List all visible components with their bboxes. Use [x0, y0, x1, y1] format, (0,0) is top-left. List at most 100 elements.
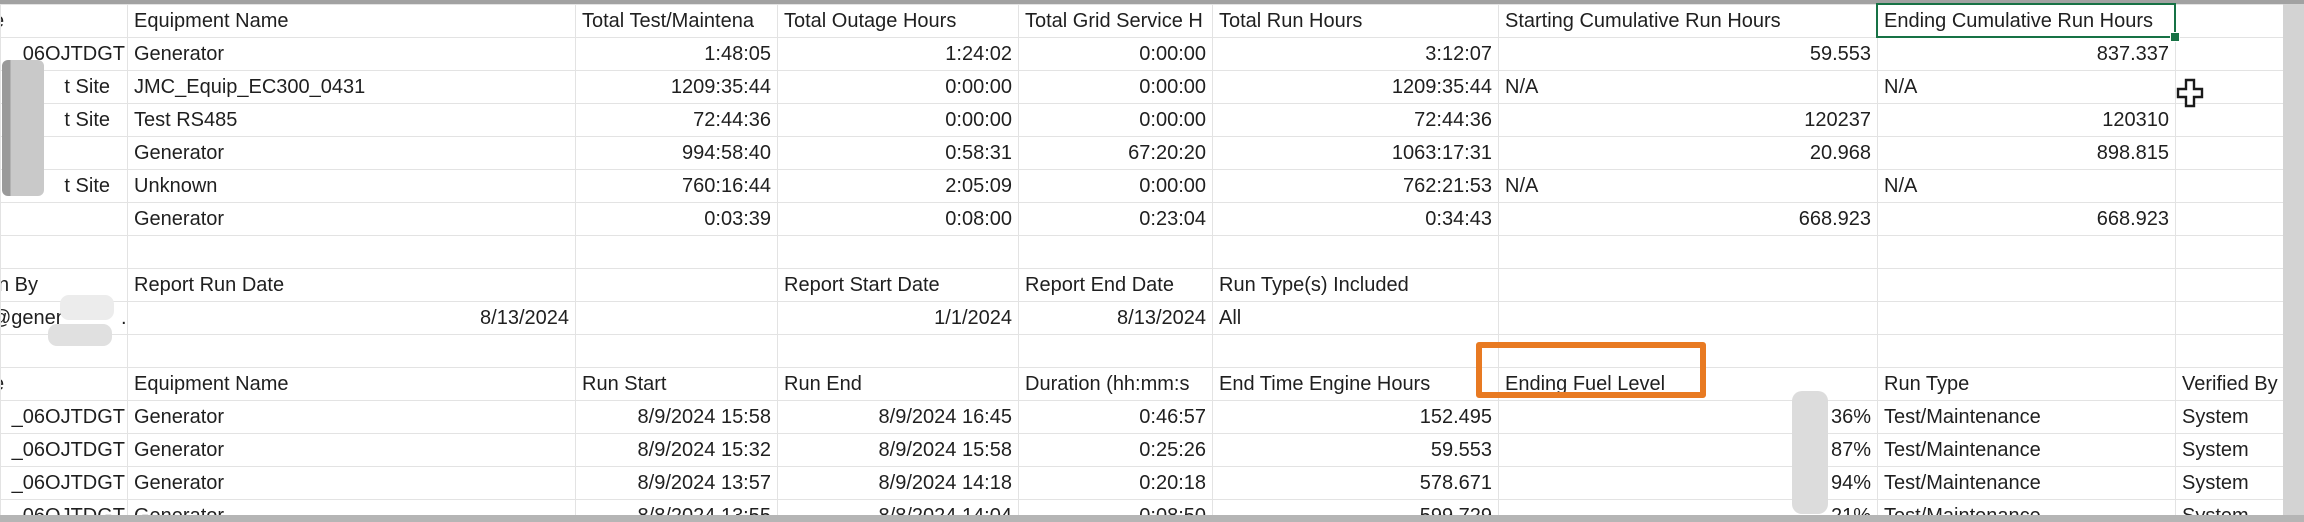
cell-run-hours[interactable]: 762:21:53	[1212, 169, 1499, 203]
report-value-run-types[interactable]: All	[1212, 301, 1499, 335]
cell-verified-by[interactable]: System	[2175, 400, 2284, 434]
cell-starting-cumulative[interactable]: N/A	[1498, 169, 1878, 203]
cell-test-maintenance[interactable]: 994:58:40	[575, 136, 778, 170]
cell-starting-cumulative[interactable]: 59.553	[1498, 37, 1878, 71]
empty-cell[interactable]	[1498, 334, 1878, 368]
cell-grid-service[interactable]: 0:00:00	[1018, 103, 1213, 137]
cell-verified-by[interactable]: System	[2175, 433, 2284, 467]
empty-cell[interactable]	[1498, 268, 1878, 302]
empty-cell[interactable]	[777, 334, 1019, 368]
cell-grid-service[interactable]: 0:00:00	[1018, 70, 1213, 104]
cell-run-start[interactable]: 8/9/2024 13:57	[575, 466, 778, 500]
runs-header-end-engine-hours[interactable]: End Time Engine Hours	[1212, 367, 1499, 401]
empty-cell[interactable]	[0, 235, 128, 269]
cell-grid-service[interactable]: 67:20:20	[1018, 136, 1213, 170]
empty-cell[interactable]	[127, 235, 576, 269]
report-header-end-date[interactable]: Report End Date	[1018, 268, 1213, 302]
cell-duration[interactable]: 0:46:57	[1018, 400, 1213, 434]
report-value-start-date[interactable]: 1/1/2024	[777, 301, 1019, 335]
cell-equipment[interactable]: Generator	[127, 433, 576, 467]
summary-header-test-maintenance[interactable]: Total Test/Maintena	[575, 4, 778, 38]
cell-ending-cumulative[interactable]: 120310	[1877, 103, 2176, 137]
cell-grid-service[interactable]: 0:23:04	[1018, 202, 1213, 236]
cell-equipment[interactable]: Generator	[127, 37, 576, 71]
summary-header-site[interactable]: e	[0, 4, 128, 38]
fill-handle[interactable]	[2170, 32, 2180, 42]
cell-outage[interactable]: 0:00:00	[777, 103, 1019, 137]
cell-outage[interactable]: 0:00:00	[777, 70, 1019, 104]
cell-outage[interactable]: 2:05:09	[777, 169, 1019, 203]
cell-starting-cumulative[interactable]: 120237	[1498, 103, 1878, 137]
empty-cell[interactable]	[1212, 235, 1499, 269]
cell-equipment[interactable]: Generator	[127, 466, 576, 500]
cell-end-engine-hours[interactable]: 152.495	[1212, 400, 1499, 434]
empty-cell[interactable]	[2175, 268, 2284, 302]
empty-cell[interactable]	[1018, 235, 1213, 269]
runs-header-run-type[interactable]: Run Type	[1877, 367, 2176, 401]
runs-header-run-end[interactable]: Run End	[777, 367, 1019, 401]
empty-cell[interactable]	[575, 235, 778, 269]
runs-header-verified-by[interactable]: Verified By	[2175, 367, 2284, 401]
cell-end-engine-hours[interactable]: 578.671	[1212, 466, 1499, 500]
runs-header-duration[interactable]: Duration (hh:mm:s	[1018, 367, 1213, 401]
cell-site[interactable]: _06OJTDGT	[0, 400, 128, 434]
cell-equipment[interactable]: Unknown	[127, 169, 576, 203]
empty-cell[interactable]	[1498, 235, 1878, 269]
empty-cell[interactable]	[777, 235, 1019, 269]
cell-run-end[interactable]: 8/9/2024 16:45	[777, 400, 1019, 434]
cell-equipment[interactable]: Test RS485	[127, 103, 576, 137]
cell-starting-cumulative[interactable]: 668.923	[1498, 202, 1878, 236]
cell-run-hours[interactable]: 3:12:07	[1212, 37, 1499, 71]
summary-header-ending-cumulative-selected[interactable]: Ending Cumulative Run Hours	[1877, 4, 2176, 38]
cell-site[interactable]	[0, 202, 128, 236]
cell-test-maintenance[interactable]: 1209:35:44	[575, 70, 778, 104]
summary-header-run-hours[interactable]: Total Run Hours	[1212, 4, 1499, 38]
report-value-end-date[interactable]: 8/13/2024	[1018, 301, 1213, 335]
cell-duration[interactable]: 0:20:18	[1018, 466, 1213, 500]
cell-verified-by[interactable]: System	[2175, 466, 2284, 500]
cell-ending-cumulative[interactable]: N/A	[1877, 169, 2176, 203]
cell-grid-service[interactable]: 0:00:00	[1018, 37, 1213, 71]
cell-starting-cumulative[interactable]: 20.968	[1498, 136, 1878, 170]
cell-grid-service[interactable]: 0:00:00	[1018, 169, 1213, 203]
empty-cell[interactable]	[1877, 235, 2176, 269]
empty-cell[interactable]	[2175, 169, 2284, 203]
cell-run-type[interactable]: Test/Maintenance	[1877, 400, 2176, 434]
cell-duration[interactable]: 0:25:26	[1018, 433, 1213, 467]
empty-cell[interactable]	[575, 301, 778, 335]
cell-test-maintenance[interactable]: 72:44:36	[575, 103, 778, 137]
cell-run-end[interactable]: 8/9/2024 14:18	[777, 466, 1019, 500]
cell-equipment[interactable]: Generator	[127, 202, 576, 236]
empty-cell[interactable]	[1498, 301, 1878, 335]
empty-cell[interactable]	[2175, 4, 2284, 38]
empty-cell[interactable]	[1877, 334, 2176, 368]
runs-header-run-start[interactable]: Run Start	[575, 367, 778, 401]
empty-cell[interactable]	[2175, 301, 2284, 335]
cell-test-maintenance[interactable]: 0:03:39	[575, 202, 778, 236]
runs-header-site[interactable]: e	[0, 367, 128, 401]
summary-header-outage[interactable]: Total Outage Hours	[777, 4, 1019, 38]
empty-cell[interactable]	[575, 334, 778, 368]
cell-outage[interactable]: 0:58:31	[777, 136, 1019, 170]
cell-run-type[interactable]: Test/Maintenance	[1877, 466, 2176, 500]
cell-ending-cumulative[interactable]: 668.923	[1877, 202, 2176, 236]
cell-run-type[interactable]: Test/Maintenance	[1877, 433, 2176, 467]
cell-ending-cumulative[interactable]: 898.815	[1877, 136, 2176, 170]
cell-equipment[interactable]: Generator	[127, 136, 576, 170]
cell-run-start[interactable]: 8/9/2024 15:58	[575, 400, 778, 434]
cell-ending-cumulative[interactable]: N/A	[1877, 70, 2176, 104]
cell-end-engine-hours[interactable]: 59.553	[1212, 433, 1499, 467]
cell-outage[interactable]: 1:24:02	[777, 37, 1019, 71]
empty-cell[interactable]	[1212, 334, 1499, 368]
cell-site[interactable]: _06OJTDGT	[0, 466, 128, 500]
summary-header-grid-service[interactable]: Total Grid Service H	[1018, 4, 1213, 38]
cell-equipment[interactable]: Generator	[127, 400, 576, 434]
cell-ending-cumulative[interactable]: 837.337	[1877, 37, 2176, 71]
report-header-run-date[interactable]: Report Run Date	[127, 268, 576, 302]
empty-cell[interactable]	[1877, 301, 2176, 335]
empty-cell[interactable]	[2175, 334, 2284, 368]
cell-run-hours[interactable]: 0:34:43	[1212, 202, 1499, 236]
cell-outage[interactable]: 0:08:00	[777, 202, 1019, 236]
summary-header-starting-cumulative[interactable]: Starting Cumulative Run Hours	[1498, 4, 1878, 38]
cell-equipment[interactable]: JMC_Equip_EC300_0431	[127, 70, 576, 104]
